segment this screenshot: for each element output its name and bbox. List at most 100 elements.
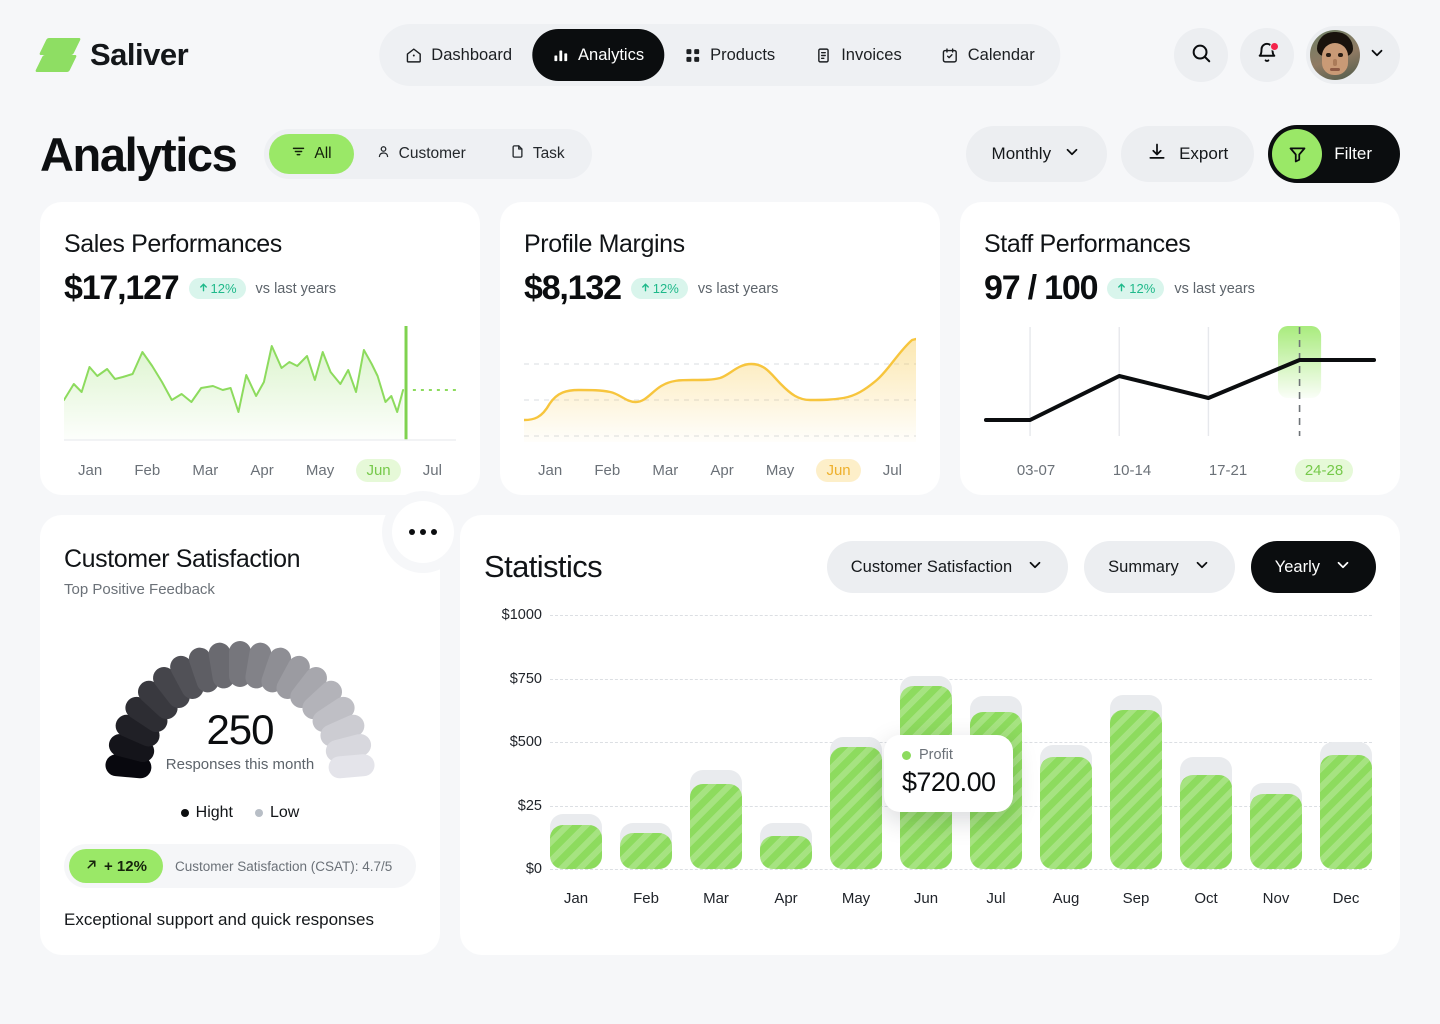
csat-footer-text: Exceptional support and quick responses [64,910,374,929]
nav-item-products[interactable]: Products [664,29,795,81]
segment-task[interactable]: Task [488,134,587,174]
top-navigation-bar: Saliver Dashboard Analytics Products Inv… [0,0,1440,110]
more-options-button[interactable] [392,501,454,563]
card-staff-badge-label: 12% [1129,281,1156,296]
card-staff-metrics: 97 / 100 12% vs last years [984,269,1376,308]
dropdown-period-label: Yearly [1274,557,1320,576]
gauge-segment [328,754,375,779]
month-label[interactable]: May [765,462,795,479]
header-actions: Monthly Export Filter [965,125,1400,183]
x-axis-tick: May [841,890,871,907]
page-title: Analytics [40,127,238,181]
filter-button-label: Filter [1334,144,1372,163]
month-label[interactable]: Mar [652,462,679,479]
dropdown-metric[interactable]: Customer Satisfaction [826,541,1069,593]
bar-value[interactable] [1320,754,1372,869]
month-label[interactable]: Apr [710,462,734,479]
nav-item-analytics[interactable]: Analytics [532,29,665,81]
legend-dot-low [255,809,263,817]
gridline [550,615,1372,616]
bar-column[interactable] [620,615,672,869]
chart-bars [550,615,1372,869]
bar-value[interactable] [620,833,672,869]
y-axis-tick: $750 [509,670,542,687]
month-label[interactable]: Feb [594,462,621,479]
bar-column[interactable] [1110,615,1162,869]
range-label[interactable]: 03-07 [1016,462,1056,479]
nav-item-invoices-label: Invoices [841,45,902,64]
range-label[interactable]: 17-21 [1208,462,1248,479]
x-axis-tick: Jun [913,890,939,907]
month-label[interactable]: Feb [134,462,161,479]
range-label[interactable]: 10-14 [1112,462,1152,479]
profile-menu[interactable] [1306,26,1400,84]
bar-value[interactable] [690,783,742,869]
export-button[interactable]: Export [1121,126,1255,182]
month-label-active[interactable]: Jun [356,459,401,482]
month-label[interactable]: Jan [78,462,103,479]
month-label[interactable]: Mar [192,462,219,479]
bar-value[interactable] [760,835,812,869]
chevron-down-icon [1193,556,1211,579]
x-axis-tick: Nov [1262,890,1290,907]
brand-logo[interactable]: Saliver [34,33,189,77]
bar-column[interactable] [690,615,742,869]
bar-value[interactable] [1250,794,1302,869]
bar-column[interactable] [830,615,882,869]
nav-item-products-label: Products [710,45,776,64]
segment-customer[interactable]: Customer [354,134,488,174]
bar-value[interactable] [1110,710,1162,869]
card-margins-badge-label: 12% [652,281,679,296]
card-sales-badge-label: 12% [210,281,237,296]
nav-item-invoices[interactable]: Invoices [795,29,922,81]
bar-value[interactable] [550,824,602,869]
nav-item-dashboard-label: Dashboard [431,45,513,64]
bar-value[interactable] [1040,757,1092,869]
page-header: Analytics All Customer Task Monthly [0,110,1440,190]
card-staff-compare: vs last years [1174,280,1255,297]
dropdown-period[interactable]: Yearly [1250,541,1376,593]
csat-title: Customer Satisfaction [64,545,301,573]
brand-name: Saliver [90,37,189,72]
month-label[interactable]: Jul [882,462,902,479]
bar-column[interactable] [1040,615,1092,869]
statistics-controls: Customer Satisfaction Summary Yearly [826,541,1376,593]
gauge-segment [170,655,204,699]
bar-value[interactable] [1180,775,1232,869]
y-axis-tick: $500 [509,734,542,750]
bar-column[interactable] [550,615,602,869]
x-axis-tick: Aug [1052,890,1080,907]
card-margins-compare: vs last years [697,280,779,297]
gauge-segment [125,696,168,733]
nav-item-calendar[interactable]: Calendar [922,29,1055,81]
bottom-row: Customer Satisfaction Top Positive Feedb… [0,495,1440,955]
month-label[interactable]: Jul [422,462,442,479]
bar-column[interactable] [1180,615,1232,869]
nav-item-dashboard[interactable]: Dashboard [385,29,532,81]
tooltip-value: $720.00 [902,767,996,797]
month-label-active[interactable]: Jun [816,459,861,482]
search-button[interactable] [1174,28,1228,82]
view-segmented-control: All Customer Task [264,129,592,179]
statistics-header: Statistics Customer Satisfaction Summary… [484,541,1376,593]
filter-button[interactable]: Filter [1268,125,1400,183]
month-label[interactable]: Jan [538,462,563,479]
bar-value[interactable] [830,747,882,869]
segment-all[interactable]: All [269,134,354,174]
y-axis-tick: $25 [517,797,542,814]
range-label-active[interactable]: 24-28 [1294,459,1354,482]
period-dropdown[interactable]: Monthly [965,126,1108,182]
bar-column[interactable] [760,615,812,869]
chevron-down-icon [1334,556,1352,579]
notifications-button[interactable] [1240,28,1294,82]
dropdown-summary[interactable]: Summary [1084,541,1235,593]
month-label[interactable]: Apr [250,462,274,479]
gauge-segment [208,642,235,689]
grid-icon [684,47,701,64]
arrow-up-icon [1116,281,1127,296]
month-label[interactable]: May [305,462,335,479]
bar-column[interactable] [1250,615,1302,869]
bar-column[interactable] [1320,615,1372,869]
x-axis-tick: Sep [1122,890,1150,907]
x-axis-tick: Oct [1194,890,1218,907]
